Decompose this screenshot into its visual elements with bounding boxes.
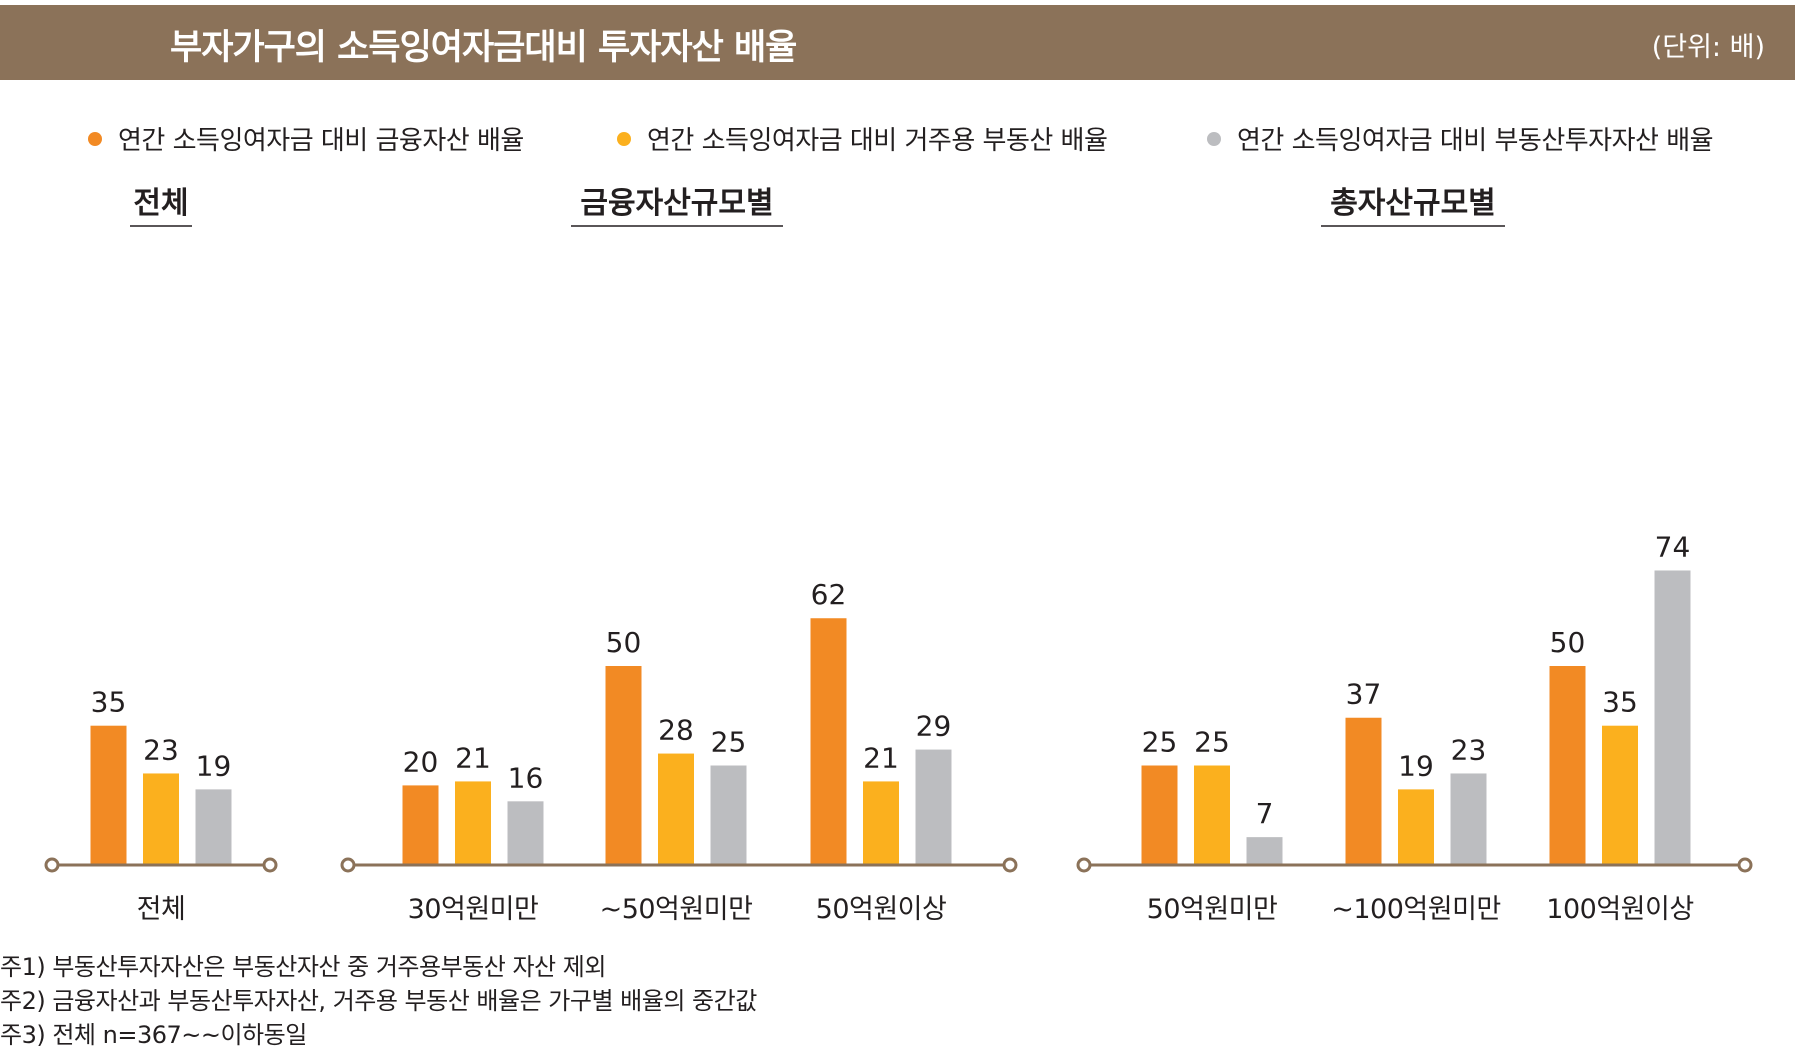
data-label: 50 [1550,626,1586,659]
bar-investment [195,789,232,865]
bar-financial [1549,666,1586,865]
footnotes: 주1) 부동산투자자산은 부동산자산 중 거주용부동산 자산 제외 주2) 금융… [0,950,757,1052]
bar-financial [1345,717,1382,865]
legend-item-investment: 연간 소득잉여자금 대비 부동산투자자산 배율 [1207,120,1714,157]
panel-1: 전체 35 23 19 전체 [44,186,278,925]
bar-residential [1602,725,1638,865]
data-label: 19 [196,749,232,782]
bar-residential [455,781,491,865]
axis-end-circle-icon [1737,857,1753,873]
category-label: 50억원이상 [816,894,947,925]
bar-residential [658,753,694,865]
data-label: 28 [658,714,694,747]
bar-financial [402,785,439,865]
axis-end-circle-icon [340,857,356,873]
bar-residential [863,781,899,865]
legend-item-residential: 연간 소득잉여자금 대비 거주용 부동산 배율 [617,120,1108,157]
legend-dot-icon [617,131,631,146]
bar-residential [1194,765,1230,865]
bar-financial [605,666,642,865]
bar-investment [710,765,747,865]
bar-investment [1654,570,1691,865]
unit-label: (단위: 배) [1651,32,1765,63]
data-label: 25 [1194,726,1230,759]
axis-end-circle-icon [1076,857,1092,873]
legend-dot-icon [88,131,102,146]
data-label: 29 [916,710,952,743]
legend: 연간 소득잉여자금 대비 금융자산 배율 연간 소득잉여자금 대비 거주용 부동… [0,120,1795,160]
category-label: 50억원미만 [1147,894,1278,925]
data-label: 23 [143,733,179,766]
bar-financial [1141,765,1178,865]
data-label: 62 [811,578,847,611]
bar-financial [90,725,127,865]
data-label: 19 [1398,749,1434,782]
chart-title: 부자가구의 소득잉여자금대비 투자자산 배율 [170,28,797,68]
bar-financial [810,618,847,865]
axis-end-circle-icon [44,857,60,873]
legend-item-financial: 연간 소득잉여자금 대비 금융자산 배율 [88,120,524,157]
panel-2: 금융자산규모별 20 21 16 30억원미만 50 28 25 ~50억원미만 62 21 29 50… [340,186,1018,925]
chart-header: 부자가구의 소득잉여자금대비 투자자산 배율 (단위: 배) [0,5,1795,80]
data-label: 20 [403,745,439,778]
data-label: 16 [508,761,544,794]
panel-title: 전체 [133,186,188,221]
data-label: 21 [455,741,491,774]
axis-end-circle-icon [1002,857,1018,873]
category-label: 100억원이상 [1546,894,1693,925]
axis-end-circle-icon [262,857,278,873]
data-label: 35 [1602,686,1638,719]
footnote-1: 주1) 부동산투자자산은 부동산자산 중 거주용부동산 자산 제외 [0,953,606,981]
data-label: 74 [1655,530,1691,563]
bar-residential [143,773,179,865]
footnote-2: 주2) 금융자산과 부동산투자자산, 거주용 부동산 배율은 가구별 배율의 중… [0,987,757,1015]
data-label: 37 [1346,678,1382,711]
data-label: 25 [1142,726,1178,759]
category-label: ~100억원미만 [1331,894,1501,925]
bar-investment [1246,837,1283,865]
category-label: ~50억원미만 [600,894,753,925]
category-label: 전체 [137,894,186,925]
legend-label-residential: 연간 소득잉여자금 대비 거주용 부동산 배율 [647,126,1108,156]
panel-3: 총자산규모별 25 25 7 50억원미만 37 19 23 ~100억원미만 50 35 74 100… [1076,186,1753,925]
bar-residential [1398,789,1434,865]
bar-investment [1450,773,1487,865]
data-label: 50 [606,626,642,659]
footnote-3: 주3) 전체 n=367~~이하동일 [0,1021,307,1049]
legend-label-investment: 연간 소득잉여자금 대비 부동산투자자산 배율 [1237,126,1714,156]
legend-dot-icon [1207,131,1221,146]
bar-chart: 전체 35 23 19 전체 금융자산규모별 20 21 16 30억원미만 50 28 25 ~50억원… [44,186,1753,925]
panel-title: 총자산규모별 [1330,186,1496,221]
data-label: 25 [711,726,747,759]
data-label: 21 [863,741,899,774]
legend-label-financial: 연간 소득잉여자금 대비 금융자산 배율 [118,126,524,156]
bar-investment [507,801,544,865]
panel-title: 금융자산규모별 [580,186,773,221]
data-label: 23 [1451,733,1487,766]
data-label: 35 [91,686,127,719]
bar-investment [915,749,952,865]
category-label: 30억원미만 [408,894,539,925]
data-label: 7 [1256,797,1274,830]
